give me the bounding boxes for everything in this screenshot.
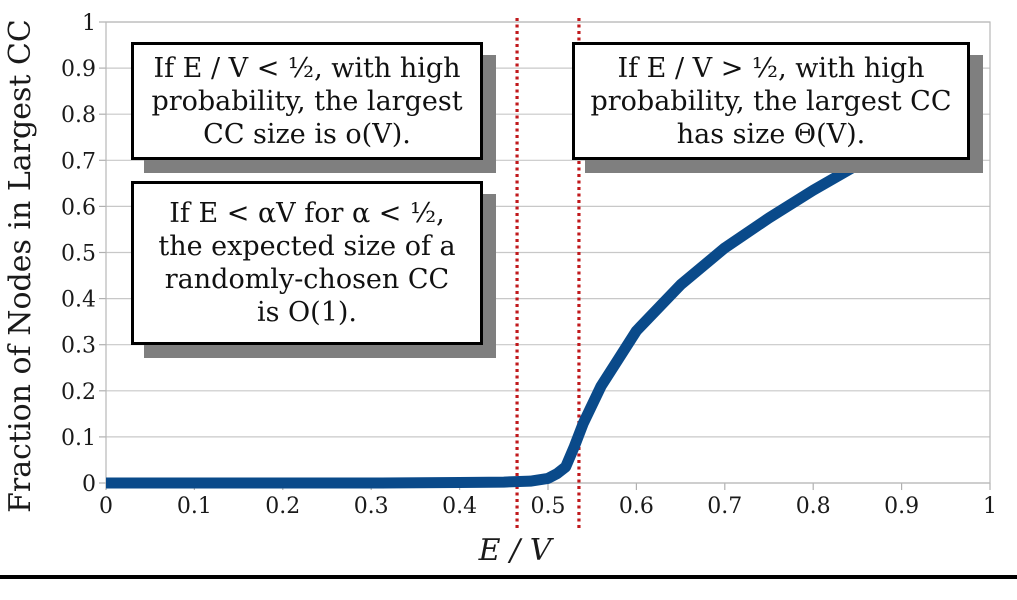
annotation-large-ratio: If E / V > ½, with high probability, the… <box>572 42 970 160</box>
x-tick-label: 0.3 <box>354 494 389 519</box>
x-tick-label: 0.6 <box>619 494 654 519</box>
bottom-rule <box>0 575 1017 579</box>
y-tick-label: 0.5 <box>61 242 96 267</box>
x-tick-label: 0.8 <box>796 494 831 519</box>
y-tick-label: 0.7 <box>61 149 96 174</box>
x-tick-labels: 0 0.1 0.2 0.3 0.4 0.5 0.6 0.7 0.8 0.9 1 <box>99 494 997 519</box>
x-tick-label: 0.9 <box>884 494 919 519</box>
y-tick-label: 0.1 <box>61 426 96 451</box>
y-tick-label: 1 <box>82 11 96 36</box>
x-tick-label: 0.4 <box>442 494 477 519</box>
y-tick-label: 0.9 <box>61 57 96 82</box>
y-tick-label: 0.8 <box>61 103 96 128</box>
series-layer <box>106 160 861 489</box>
x-tick-label: 0.5 <box>531 494 566 519</box>
y-axis-label: Fraction of Nodes in Largest CC <box>3 19 38 513</box>
y-tick-labels: 0 0.1 0.2 0.3 0.4 0.5 0.6 0.7 0.8 0.9 1 <box>61 11 96 497</box>
y-tick-label: 0 <box>82 472 96 497</box>
x-tick-label: 1 <box>983 494 997 519</box>
annotation-expected-size: If E < αV for α < ½, the expected size o… <box>131 181 483 345</box>
x-tick-label: 0 <box>99 494 113 519</box>
annotation-small-ratio: If E / V < ½, with high probability, the… <box>131 42 483 160</box>
x-tick-label: 0.1 <box>177 494 212 519</box>
x-tick-label: 0.2 <box>265 494 300 519</box>
y-tick-label: 0.2 <box>61 380 96 405</box>
x-tick-label: 0.7 <box>707 494 742 519</box>
x-axis-label: E / V <box>478 533 555 568</box>
y-tick-label: 0.3 <box>61 334 96 359</box>
y-tick-label: 0.4 <box>61 288 96 313</box>
series-line <box>106 160 861 489</box>
y-tick-label: 0.6 <box>61 195 96 220</box>
